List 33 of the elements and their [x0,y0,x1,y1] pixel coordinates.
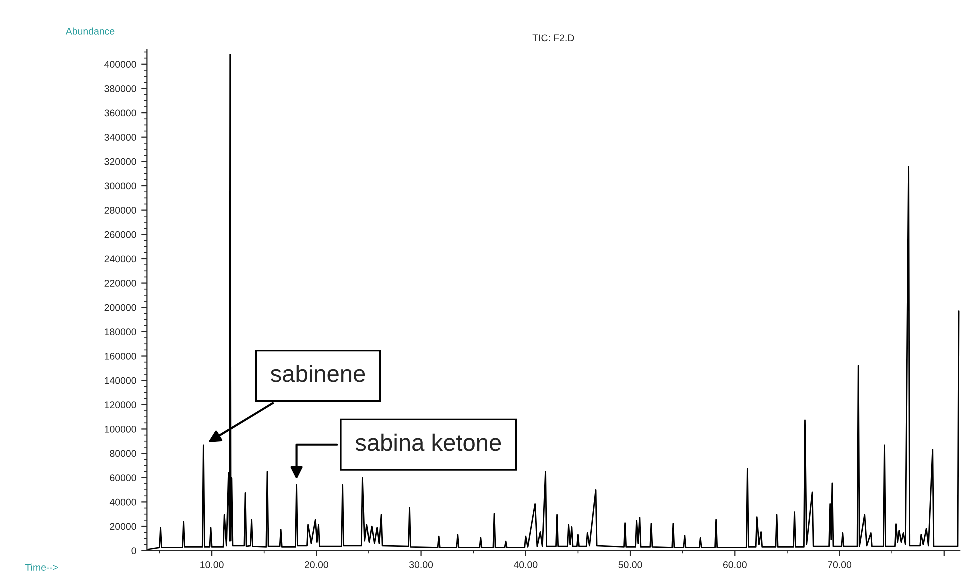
y-tick-label: 40000 [110,498,136,506]
x-axis-title: Time--> [25,564,58,571]
y-tick-label: 260000 [104,231,136,238]
y-tick-label: 80000 [110,450,136,458]
y-tick-label: 200000 [104,304,136,312]
x-tick-label: 10.00 [200,562,224,568]
x-tick-label: 50.00 [618,562,642,568]
y-tick-label: 360000 [104,110,136,117]
x-tick-label: 30.00 [409,562,434,568]
chart-title: TIC: F2.D [532,34,574,42]
y-tick-label: 320000 [104,158,136,166]
annotation: sabinene [271,364,366,382]
y-tick-label: 160000 [105,353,136,360]
y-tick-label: 0 [132,548,136,554]
y-tick-label: 280000 [104,207,136,214]
y-tick-label: 60000 [110,474,136,482]
y-tick-label: 120000 [105,402,136,409]
annotation: sabina ketone [356,434,502,452]
y-tick-label: 100000 [105,426,136,433]
y-tick-label: 380000 [104,85,136,92]
y-axis-title: Abundance [66,28,115,35]
y-tick-label: 240000 [104,256,136,263]
x-tick-label: 60.00 [723,562,747,568]
x-tick-label: 40.00 [514,562,538,568]
y-tick-label: 300000 [104,182,136,190]
x-tick-label: 20.00 [304,562,328,568]
y-tick-label: 340000 [104,134,136,141]
y-tick-label: 180000 [105,328,136,336]
y-tick-label: 400000 [104,61,136,68]
y-tick-label: 20000 [110,523,136,530]
y-tick-label: 220000 [104,280,136,287]
y-tick-label: 140000 [105,377,136,384]
x-tick-label: 70.00 [828,562,852,568]
